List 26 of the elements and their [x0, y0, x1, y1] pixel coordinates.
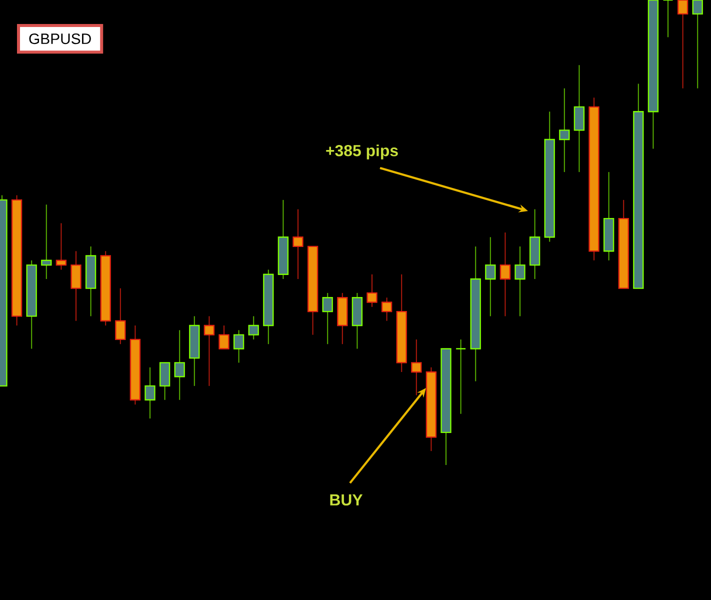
candlestick — [559, 88, 570, 173]
candlestick — [159, 362, 170, 400]
candlestick — [322, 292, 333, 345]
candlestick — [381, 297, 392, 322]
candlestick — [41, 204, 52, 280]
annotation: +385 pips — [326, 144, 398, 160]
candlestick — [233, 330, 244, 364]
candlestick — [485, 236, 496, 317]
candlestick — [574, 64, 585, 173]
candlestick — [115, 288, 126, 345]
candlestick — [500, 232, 511, 317]
text: BUY — [330, 494, 363, 506]
candlestick — [692, 0, 703, 89]
candlestick — [218, 325, 230, 350]
candlestick — [677, 0, 688, 89]
candlestick — [514, 246, 526, 317]
candlestick — [366, 274, 378, 308]
candlestick — [174, 330, 185, 400]
candlestick — [204, 316, 215, 386]
candlestick — [455, 338, 466, 414]
candlestick — [248, 316, 259, 340]
candlestick — [56, 222, 67, 270]
text: GBPUSD — [29, 33, 91, 44]
candlestick — [292, 208, 304, 280]
candlestick — [144, 366, 156, 420]
candlestick — [70, 250, 82, 322]
